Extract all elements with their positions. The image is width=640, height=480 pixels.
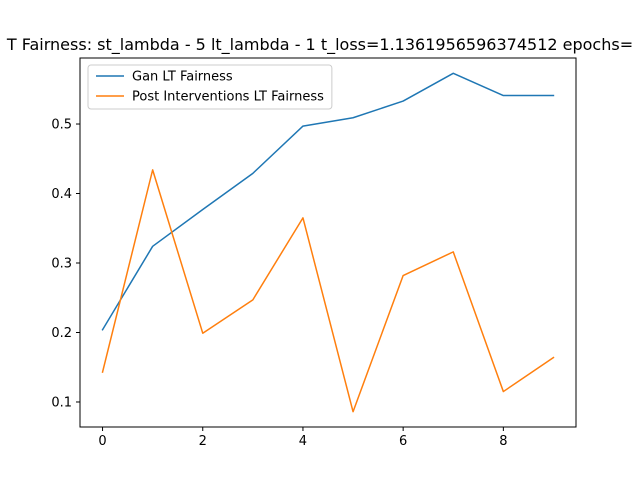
y-tick-label: 0.4 bbox=[51, 187, 72, 202]
x-tick-label: 2 bbox=[199, 434, 207, 449]
series-lines bbox=[101, 72, 555, 413]
y-axis: 0.1 0.2 0.3 0.4 0.5 bbox=[51, 118, 80, 410]
series-line-1 bbox=[101, 169, 555, 413]
y-tick-label: 0.1 bbox=[51, 395, 72, 410]
x-tick-label: 6 bbox=[399, 434, 407, 449]
x-axis: 0 2 4 6 8 bbox=[98, 427, 507, 449]
x-tick-label: 0 bbox=[98, 434, 106, 449]
y-tick-label: 0.2 bbox=[51, 326, 72, 341]
series-line-0 bbox=[101, 72, 555, 331]
chart-title: T Fairness: st_lambda - 5 lt_lambda - 1 … bbox=[6, 35, 633, 55]
x-tick-label: 4 bbox=[299, 434, 307, 449]
plot-frame bbox=[79, 57, 577, 428]
y-tick-label: 0.5 bbox=[51, 118, 72, 133]
legend-label-0: Gan LT Fairness bbox=[132, 70, 233, 85]
legend: Gan LT Fairness Post Interventions LT Fai… bbox=[87, 64, 333, 110]
y-tick-label: 0.3 bbox=[51, 257, 72, 272]
legend-box bbox=[87, 64, 333, 110]
x-tick-label: 8 bbox=[499, 434, 507, 449]
legend-label-1: Post Interventions LT Fairness bbox=[132, 90, 324, 105]
